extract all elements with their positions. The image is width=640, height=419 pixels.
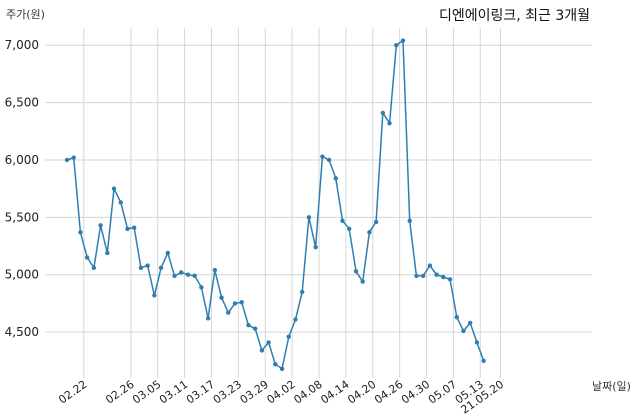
data-point [105, 250, 110, 256]
x-tick-label: 03.17 [184, 378, 217, 407]
x-tick-label: 04.30 [399, 378, 432, 407]
data-point [179, 270, 184, 275]
data-point [286, 334, 291, 339]
x-tick-label: 03.05 [130, 378, 163, 407]
data-point [199, 285, 204, 290]
data-point [326, 157, 332, 163]
data-point [64, 157, 70, 163]
data-point [293, 317, 298, 322]
x-tick-label: 03.11 [157, 378, 190, 407]
x-tick-label: 04.14 [318, 378, 351, 407]
data-point [313, 244, 318, 250]
data-point [468, 320, 473, 326]
data-point [246, 323, 251, 328]
data-point [300, 289, 305, 295]
data-point [427, 263, 433, 268]
data-point [232, 301, 238, 306]
data-point [259, 348, 265, 353]
data-point [474, 340, 480, 345]
x-tick-label: 04.08 [291, 378, 324, 407]
data-point [454, 314, 459, 320]
data-point [125, 226, 130, 232]
data-point [333, 176, 338, 181]
data-point [367, 230, 372, 235]
data-point [407, 218, 412, 223]
x-tick-label: 04.26 [372, 378, 405, 407]
data-point [441, 274, 446, 280]
data-point [481, 358, 486, 363]
data-point [420, 273, 426, 279]
data-point [219, 295, 224, 300]
data-point [158, 265, 164, 271]
data-point [373, 219, 379, 225]
data-point [138, 265, 144, 271]
x-tick-label: 05.07 [426, 378, 459, 407]
data-point [91, 265, 97, 271]
data-point [78, 230, 83, 235]
data-point [185, 272, 191, 277]
x-tick-label: 03.29 [238, 378, 271, 407]
data-point [320, 154, 325, 159]
data-point [306, 215, 312, 220]
data-point [380, 110, 386, 116]
data-point [279, 366, 285, 372]
x-axis-label: 날짜(일) [592, 379, 631, 393]
chart-title: 디엔에이링크, 최근 3개월 [439, 8, 590, 24]
x-tick-label: 04.20 [345, 378, 378, 407]
data-point [84, 255, 90, 260]
data-point [461, 328, 466, 334]
data-point [71, 155, 76, 160]
data-point [172, 273, 177, 279]
data-point [400, 38, 406, 43]
y-tick-label: 6,500 [5, 96, 39, 110]
data-point [394, 43, 399, 48]
y-tick-label: 4,500 [5, 325, 39, 339]
y-tick-label: 6,000 [5, 153, 39, 167]
data-point [434, 272, 439, 277]
data-point [239, 300, 244, 305]
y-axis-label: 주가(원) [6, 8, 45, 21]
data-point [353, 269, 359, 274]
data-point [165, 250, 170, 256]
x-tick-label: 03.23 [211, 378, 244, 407]
data-point [132, 225, 137, 230]
data-point [118, 200, 123, 205]
data-point [252, 326, 258, 331]
y-tick-label: 5,500 [5, 210, 39, 224]
data-point [360, 279, 365, 284]
price-line [66, 39, 485, 371]
data-point [387, 121, 392, 126]
data-point [192, 273, 197, 279]
x-tick-label: 02.26 [103, 378, 136, 407]
data-point [273, 362, 278, 367]
data-point [152, 293, 157, 298]
data-point [340, 218, 345, 223]
data-point [145, 263, 150, 268]
y-tick-label: 5,000 [5, 268, 39, 282]
data-point [414, 273, 419, 279]
data-point [266, 340, 271, 345]
data-point [205, 316, 211, 321]
y-tick-label: 7,000 [5, 38, 39, 52]
x-tick-label: 02.22 [56, 378, 89, 407]
data-point [226, 310, 231, 315]
x-axis-ticks: 02.22 02.2603.0503.1103.1703.2303.2904.02… [56, 378, 506, 417]
y-axis-ticks: 4,500 5,000 5,500 6,000 6,500 7,000 [5, 38, 39, 339]
data-point [111, 186, 117, 191]
data-point [212, 267, 218, 273]
grid [45, 28, 592, 378]
price-series [64, 38, 486, 372]
x-tick-label: 04.02 [265, 378, 298, 407]
data-point [447, 277, 453, 282]
data-point [347, 226, 352, 232]
data-point [98, 223, 103, 228]
